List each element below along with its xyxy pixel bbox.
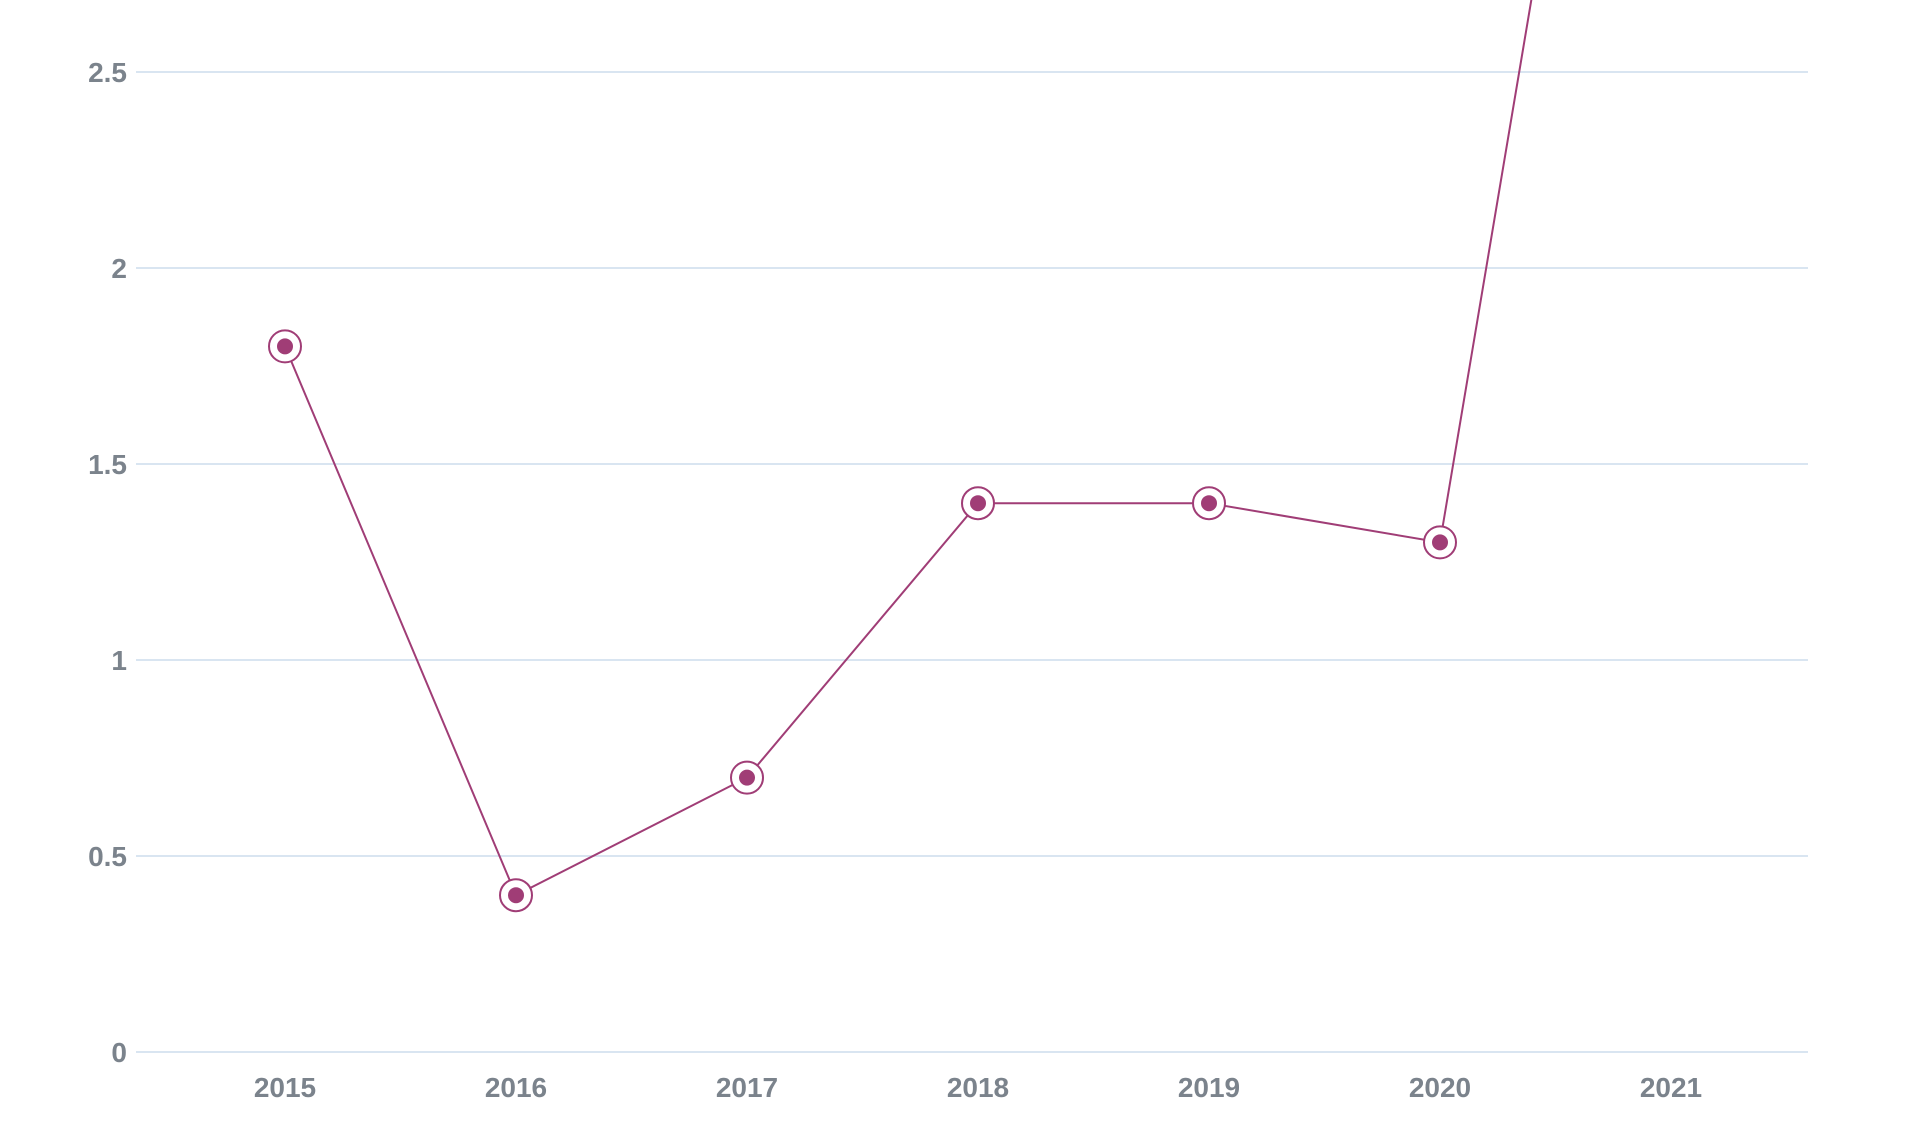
- series-line: [284, 0, 1533, 897]
- grid-lines: [136, 71, 1808, 1053]
- data-point-dot: [1201, 495, 1217, 512]
- y-tick-label: 2.5: [88, 57, 127, 88]
- data-point-dot: [739, 769, 755, 786]
- data-point: [961, 486, 995, 521]
- y-tick-label: 0: [111, 1037, 127, 1068]
- data-point-dot: [508, 887, 524, 904]
- y-tick-label: 1.5: [88, 449, 127, 480]
- x-tick-label: 2019: [1178, 1072, 1240, 1103]
- data-point: [1423, 525, 1457, 560]
- x-tick-label: 2016: [485, 1072, 547, 1103]
- y-tick-label: 1: [111, 645, 127, 676]
- data-point: [268, 329, 302, 364]
- y-tick-label: 0.5: [88, 841, 127, 872]
- x-tick-label: 2020: [1409, 1072, 1471, 1103]
- data-point: [730, 760, 764, 795]
- data-points: [268, 329, 1457, 913]
- x-tick-label: 2018: [947, 1072, 1009, 1103]
- data-point-dot: [970, 495, 986, 512]
- data-point-dot: [277, 338, 293, 355]
- x-tick-label: 2017: [716, 1072, 778, 1103]
- x-tick-label: 2021: [1640, 1072, 1702, 1103]
- x-tick-label: 2015: [254, 1072, 316, 1103]
- data-point: [499, 878, 533, 913]
- y-axis-tick-labels: 00.511.522.533.544.5: [88, 57, 127, 1068]
- x-axis-tick-labels: 2015 2016 2017 2018 2019 2020 2021: [254, 1072, 1702, 1103]
- data-point: [1192, 486, 1226, 521]
- series-layer: [284, 0, 1533, 897]
- y-tick-label: 2: [111, 253, 127, 284]
- data-point-dot: [1432, 534, 1448, 551]
